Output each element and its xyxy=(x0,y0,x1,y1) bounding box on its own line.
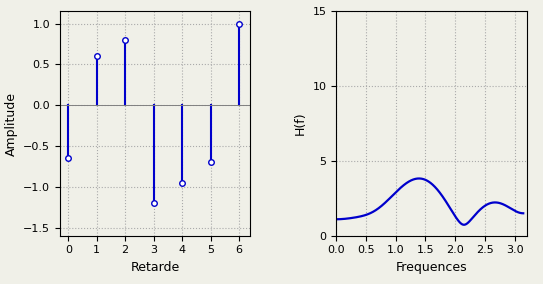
X-axis label: Frequences: Frequences xyxy=(396,261,467,274)
X-axis label: Retarde: Retarde xyxy=(130,261,180,274)
Y-axis label: Amplitude: Amplitude xyxy=(4,91,17,156)
Y-axis label: H(f): H(f) xyxy=(294,112,307,135)
